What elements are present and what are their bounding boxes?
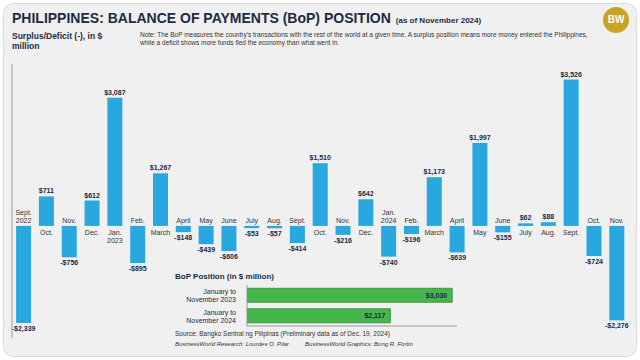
svg-text:May: May	[200, 217, 214, 225]
svg-text:Jan.: Jan.	[108, 229, 121, 236]
svg-text:$2,117: $2,117	[364, 312, 385, 320]
svg-text:April: April	[450, 217, 464, 225]
svg-text:January toNovember 2023: January toNovember 2023	[186, 288, 236, 303]
svg-text:$3,087: $3,087	[104, 89, 126, 97]
svg-text:-$414: -$414	[288, 245, 306, 253]
svg-text:-$53: -$53	[245, 230, 259, 238]
svg-text:Feb.: Feb.	[131, 217, 145, 224]
svg-text:-$216: -$216	[334, 237, 352, 245]
svg-text:March: March	[151, 229, 171, 236]
svg-text:Dec.: Dec.	[85, 229, 99, 236]
svg-text:$1,997: $1,997	[469, 134, 491, 142]
svg-text:-$439: -$439	[197, 246, 215, 254]
svg-text:$1,510: $1,510	[309, 154, 331, 162]
svg-text:-$57: -$57	[268, 230, 282, 238]
svg-text:-$148: -$148	[174, 234, 192, 242]
svg-text:-$756: -$756	[60, 259, 78, 267]
svg-text:-$740: -$740	[380, 259, 398, 267]
html-text:BW: BW	[607, 14, 625, 25]
svg-text:-$196: -$196	[403, 236, 421, 244]
svg-text:$642: $642	[358, 190, 374, 198]
svg-text:$612: $612	[84, 192, 100, 200]
svg-text:Aug.: Aug.	[541, 229, 555, 237]
svg-text:Sept.: Sept.	[15, 209, 31, 217]
svg-text:July: July	[519, 229, 532, 237]
html-text:PHILIPPINES: BALANCE OF PAYMEN: PHILIPPINES: BALANCE OF PAYMENTS (BoP) P…	[12, 10, 482, 26]
svg-text:-$895: -$895	[129, 265, 147, 273]
svg-text:Jan.: Jan.	[382, 209, 395, 216]
html-text:Surplus/Deficit (-), in $ mill: Surplus/Deficit (-), in $ million	[12, 31, 103, 51]
svg-text:-$2,276: -$2,276	[605, 322, 629, 330]
svg-text:-$155: -$155	[494, 234, 512, 242]
svg-text:$88: $88	[543, 213, 555, 221]
svg-text:Sept.: Sept.	[289, 217, 305, 225]
svg-text:Nov.: Nov.	[62, 217, 76, 224]
svg-text:Nov.: Nov.	[336, 217, 350, 224]
svg-text:$1,173: $1,173	[424, 168, 446, 176]
svg-text:Oct.: Oct.	[588, 217, 601, 224]
svg-text:$3,526: $3,526	[560, 71, 582, 79]
svg-text:$62: $62	[520, 214, 532, 222]
svg-text:2024: 2024	[381, 217, 397, 224]
html-text:Source: Bangko Sentral ng Pili: Source: Bangko Sentral ng Pilipinas (Pre…	[175, 330, 390, 337]
svg-text:March: March	[425, 229, 445, 236]
svg-text:Nov.: Nov.	[610, 217, 624, 224]
html-text:BusinessWorld Research: Lourde: BusinessWorld Research: Lourdes O. Pilar	[175, 341, 289, 347]
svg-text:Feb.: Feb.	[404, 217, 418, 224]
svg-text:2022: 2022	[16, 217, 32, 224]
svg-text:$3,030: $3,030	[426, 292, 448, 300]
svg-text:2023: 2023	[107, 237, 123, 244]
svg-text:July: July	[246, 217, 259, 225]
svg-text:January toNovember 2024: January toNovember 2024	[186, 309, 236, 324]
svg-text:Oct.: Oct.	[40, 229, 53, 236]
svg-text:April: April	[176, 217, 190, 225]
svg-text:-$639: -$639	[448, 254, 466, 262]
svg-text:May: May	[473, 229, 487, 237]
html-text:Note: The BoP measures the cou: Note: The BoP measures the country's tra…	[140, 31, 588, 46]
svg-text:Dec.: Dec.	[359, 229, 373, 236]
svg-text:-$2,339: -$2,339	[12, 325, 36, 333]
svg-text:June: June	[495, 217, 510, 224]
svg-text:Oct.: Oct.	[314, 229, 327, 236]
svg-text:Sept.: Sept.	[563, 229, 579, 237]
svg-text:-$606: -$606	[220, 253, 238, 261]
svg-text:$1,267: $1,267	[150, 164, 172, 172]
svg-text:-$724: -$724	[585, 258, 603, 266]
svg-text:Aug.: Aug.	[267, 217, 281, 225]
html-text:BusinessWorld Graphics: Bong R: BusinessWorld Graphics: Bong R. Fortin	[305, 341, 413, 347]
svg-text:June: June	[221, 217, 236, 224]
svg-text:$711: $711	[39, 187, 54, 195]
html-text:BoP Position (in $ million): BoP Position (in $ million)	[175, 272, 274, 281]
